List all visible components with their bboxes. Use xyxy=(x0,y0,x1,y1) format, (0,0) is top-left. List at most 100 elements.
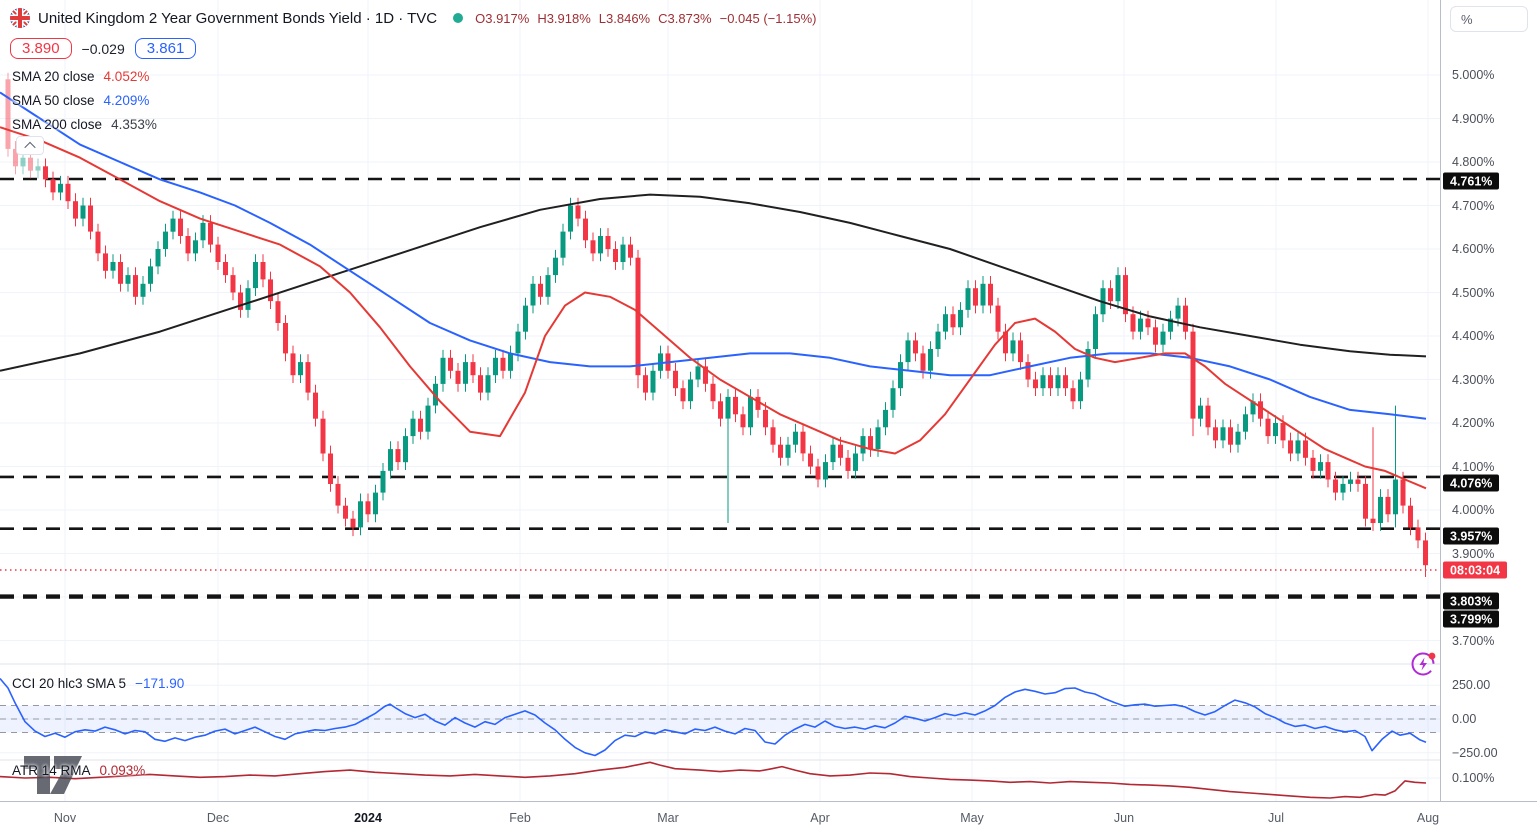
candle xyxy=(1115,267,1121,309)
time-axis[interactable]: Nov Dec 2024 Feb Mar Apr May Jun Jul Aug xyxy=(0,801,1537,832)
price-tick-label: 5.000% xyxy=(1452,68,1495,82)
candle xyxy=(1048,367,1053,396)
candle xyxy=(838,436,843,466)
candle xyxy=(478,367,483,401)
price-tick-label: 4.200% xyxy=(1452,416,1495,430)
level-price-tag: 3.803% xyxy=(1443,592,1500,610)
month-label: Dec xyxy=(206,811,230,825)
atr-label: ATR 14 RMA xyxy=(12,763,91,778)
candle xyxy=(170,210,176,240)
symbol-title[interactable]: United Kingdom 2 Year Government Bonds Y… xyxy=(38,9,438,27)
cci-tick-label: 250.00 xyxy=(1452,678,1491,693)
candle xyxy=(1205,397,1211,436)
candle xyxy=(590,232,596,262)
candle xyxy=(1063,367,1068,396)
price-axis[interactable]: % 5.000% 4.900% 4.800% 4.700% 4.600% 4.500% 4.… xyxy=(1441,0,1537,801)
sma20-label: SMA 20 close xyxy=(12,68,95,84)
sma200-line xyxy=(0,193,1427,372)
candle xyxy=(980,276,986,314)
candle xyxy=(1333,471,1338,501)
candle xyxy=(1288,432,1293,462)
candle xyxy=(5,72,11,157)
candle xyxy=(193,232,198,262)
candle xyxy=(1363,476,1368,527)
atr-legend-row[interactable]: ATR 14 RMA 0.093% xyxy=(12,763,145,778)
candle xyxy=(253,254,258,296)
candle xyxy=(785,436,791,466)
candle xyxy=(260,254,266,288)
candle xyxy=(1258,393,1263,427)
ohlc-high: H3.918% xyxy=(537,10,591,26)
level-price-tag: 3.799% xyxy=(1443,610,1500,628)
candle xyxy=(178,210,183,244)
month-label: Jul xyxy=(1268,811,1284,825)
candle xyxy=(553,249,558,283)
legend-row-sma200[interactable]: SMA 200 close 4.353% xyxy=(12,112,157,136)
atr-value: 0.093% xyxy=(99,763,146,778)
legend-row-sma50[interactable]: SMA 50 close 4.209% xyxy=(12,88,157,112)
month-label: Jun xyxy=(1113,811,1135,825)
candle xyxy=(493,349,498,383)
candle xyxy=(1265,410,1271,444)
candle xyxy=(1408,497,1413,536)
candle xyxy=(973,280,978,314)
candle xyxy=(463,354,468,392)
bar-countdown-tag: 08:03:04 xyxy=(1443,561,1508,579)
legend-collapse-button[interactable] xyxy=(16,136,44,155)
candle xyxy=(95,223,101,262)
candle xyxy=(155,241,161,275)
candle xyxy=(988,276,993,314)
candle xyxy=(358,493,363,536)
candle xyxy=(1138,310,1143,340)
ohlc-open: O3.917% xyxy=(475,10,530,26)
ask-price-button[interactable]: 3.861 xyxy=(134,38,197,59)
candle xyxy=(823,454,828,488)
candle xyxy=(508,345,513,379)
candle xyxy=(1250,393,1256,423)
candle xyxy=(643,367,648,401)
candle xyxy=(680,380,686,410)
cci-legend-row[interactable]: CCI 20 hlc3 SMA 5 −171.90 xyxy=(12,676,184,691)
cci-value: −171.90 xyxy=(135,676,185,691)
ohlc-close: C3.873% xyxy=(658,10,712,26)
candle xyxy=(1220,419,1226,449)
flash-ideas-button[interactable] xyxy=(1409,648,1439,678)
candle xyxy=(830,436,836,470)
atr-line xyxy=(0,761,1427,799)
candle xyxy=(1153,319,1158,353)
candle xyxy=(620,236,626,270)
ohlc-change: −0.045 (−1.15%) xyxy=(719,10,817,26)
candle xyxy=(1055,367,1061,396)
candle xyxy=(470,354,476,383)
percent-scale-button[interactable]: % xyxy=(1450,6,1528,32)
candle xyxy=(110,254,116,279)
candle xyxy=(1228,419,1233,453)
price-tick-label: 4.300% xyxy=(1452,372,1495,387)
sma50-value: 4.209% xyxy=(103,92,150,108)
price-tick-label: 4.400% xyxy=(1452,329,1495,343)
candle xyxy=(1235,423,1241,453)
candle xyxy=(35,158,41,179)
candle xyxy=(58,175,63,201)
candle xyxy=(403,428,408,470)
symbol-header: United Kingdom 2 Year Government Bonds Y… xyxy=(10,8,824,28)
candle xyxy=(1040,367,1046,396)
candle xyxy=(223,254,228,283)
candle xyxy=(500,349,506,379)
candle xyxy=(268,271,273,309)
candle xyxy=(1385,489,1391,523)
candle xyxy=(163,223,168,257)
candle xyxy=(365,493,371,523)
bid-price-button[interactable]: 3.890 xyxy=(10,38,72,59)
candle xyxy=(1085,341,1091,388)
candle xyxy=(733,389,738,423)
candle xyxy=(328,445,333,492)
month-label: May xyxy=(960,811,984,825)
legend-row-sma20[interactable]: SMA 20 close 4.052% xyxy=(12,64,157,88)
candle xyxy=(410,410,416,444)
candle xyxy=(373,484,378,523)
candle xyxy=(1123,267,1128,323)
candle xyxy=(1078,371,1083,410)
